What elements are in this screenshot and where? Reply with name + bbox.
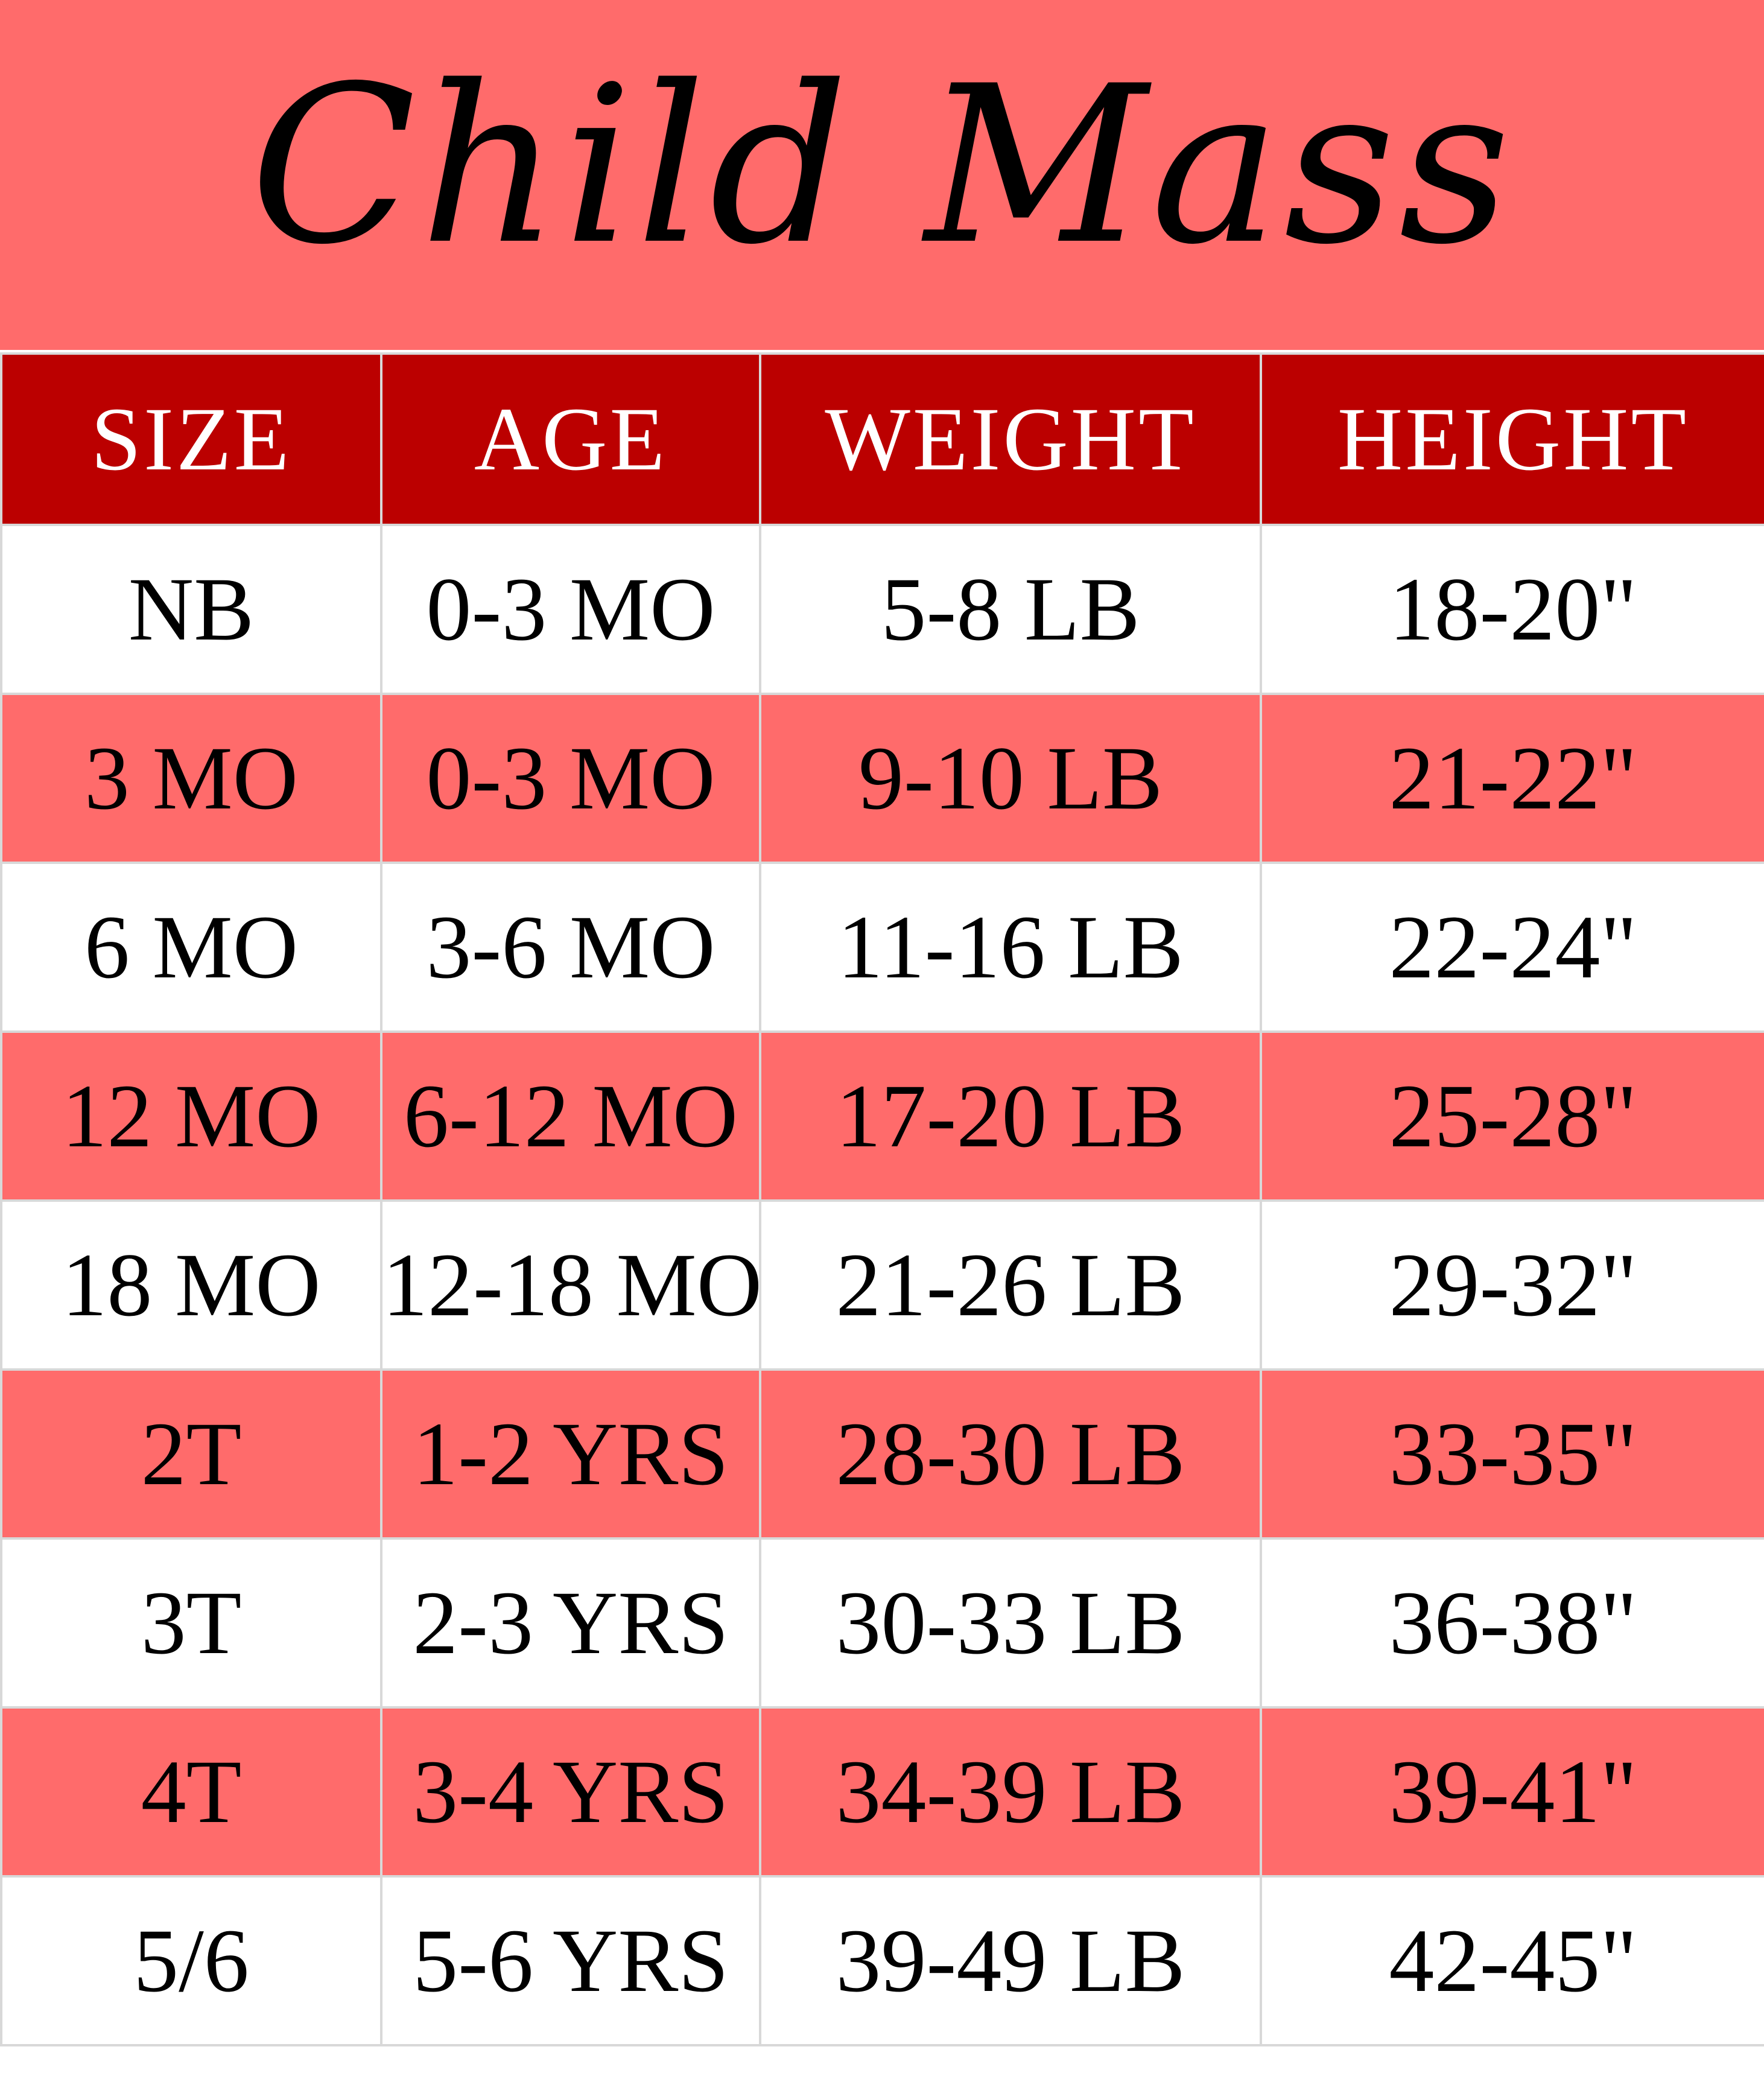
- header-height: HEIGHT: [1260, 352, 1764, 526]
- header-weight: WEIGHT: [759, 352, 1262, 526]
- age-cell: 1-2 YRS: [380, 1368, 761, 1540]
- size-cell: NB: [0, 524, 382, 695]
- title-banner: Child Mass: [0, 0, 1764, 350]
- header-size: SIZE: [0, 352, 382, 526]
- height-cell: 22-24": [1260, 862, 1764, 1033]
- age-cell: 5-6 YRS: [380, 1875, 761, 2046]
- height-cell: 33-35": [1260, 1368, 1764, 1540]
- table-row: 4T 3-4 YRS 34-39 LB 39-41": [0, 1706, 1764, 1878]
- table-row: 6 MO 3-6 MO 11-16 LB 22-24": [0, 862, 1764, 1033]
- size-table: SIZE AGE WEIGHT HEIGHT NB 0-3 MO 5-8 LB …: [0, 352, 1764, 2046]
- size-cell: 6 MO: [0, 862, 382, 1033]
- height-cell: 25-28": [1260, 1030, 1764, 1202]
- chart-title: Child Mass: [250, 39, 1514, 292]
- age-cell: 3-6 MO: [380, 862, 761, 1033]
- size-cell: 2T: [0, 1368, 382, 1540]
- weight-cell: 11-16 LB: [759, 862, 1262, 1033]
- weight-cell: 34-39 LB: [759, 1706, 1262, 1878]
- size-cell: 18 MO: [0, 1199, 382, 1371]
- header-row: SIZE AGE WEIGHT HEIGHT: [0, 352, 1764, 526]
- header-age: AGE: [380, 352, 761, 526]
- height-cell: 36-38": [1260, 1537, 1764, 1709]
- weight-cell: 17-20 LB: [759, 1030, 1262, 1202]
- weight-cell: 28-30 LB: [759, 1368, 1262, 1540]
- table-row: 18 MO 12-18 MO 21-26 LB 29-32": [0, 1199, 1764, 1371]
- table-row: 2T 1-2 YRS 28-30 LB 33-35": [0, 1368, 1764, 1540]
- weight-cell: 39-49 LB: [759, 1875, 1262, 2046]
- height-cell: 18-20": [1260, 524, 1764, 695]
- table-row: 3 MO 0-3 MO 9-10 LB 21-22": [0, 693, 1764, 864]
- size-cell: 3T: [0, 1537, 382, 1709]
- age-cell: 6-12 MO: [380, 1030, 761, 1202]
- age-cell: 0-3 MO: [380, 524, 761, 695]
- size-cell: 3 MO: [0, 693, 382, 864]
- age-cell: 2-3 YRS: [380, 1537, 761, 1709]
- age-cell: 0-3 MO: [380, 693, 761, 864]
- weight-cell: 30-33 LB: [759, 1537, 1262, 1709]
- table-row: 12 MO 6-12 MO 17-20 LB 25-28": [0, 1030, 1764, 1202]
- weight-cell: 21-26 LB: [759, 1199, 1262, 1371]
- size-cell: 12 MO: [0, 1030, 382, 1202]
- height-cell: 21-22": [1260, 693, 1764, 864]
- table-row: NB 0-3 MO 5-8 LB 18-20": [0, 524, 1764, 695]
- height-cell: 39-41": [1260, 1706, 1764, 1878]
- size-cell: 5/6: [0, 1875, 382, 2046]
- table-row: 5/6 5-6 YRS 39-49 LB 42-45": [0, 1875, 1764, 2046]
- table-row: 3T 2-3 YRS 30-33 LB 36-38": [0, 1537, 1764, 1709]
- age-cell: 3-4 YRS: [380, 1706, 761, 1878]
- size-cell: 4T: [0, 1706, 382, 1878]
- weight-cell: 5-8 LB: [759, 524, 1262, 695]
- height-cell: 42-45": [1260, 1875, 1764, 2046]
- age-cell: 12-18 MO: [380, 1199, 761, 1371]
- weight-cell: 9-10 LB: [759, 693, 1262, 864]
- height-cell: 29-32": [1260, 1199, 1764, 1371]
